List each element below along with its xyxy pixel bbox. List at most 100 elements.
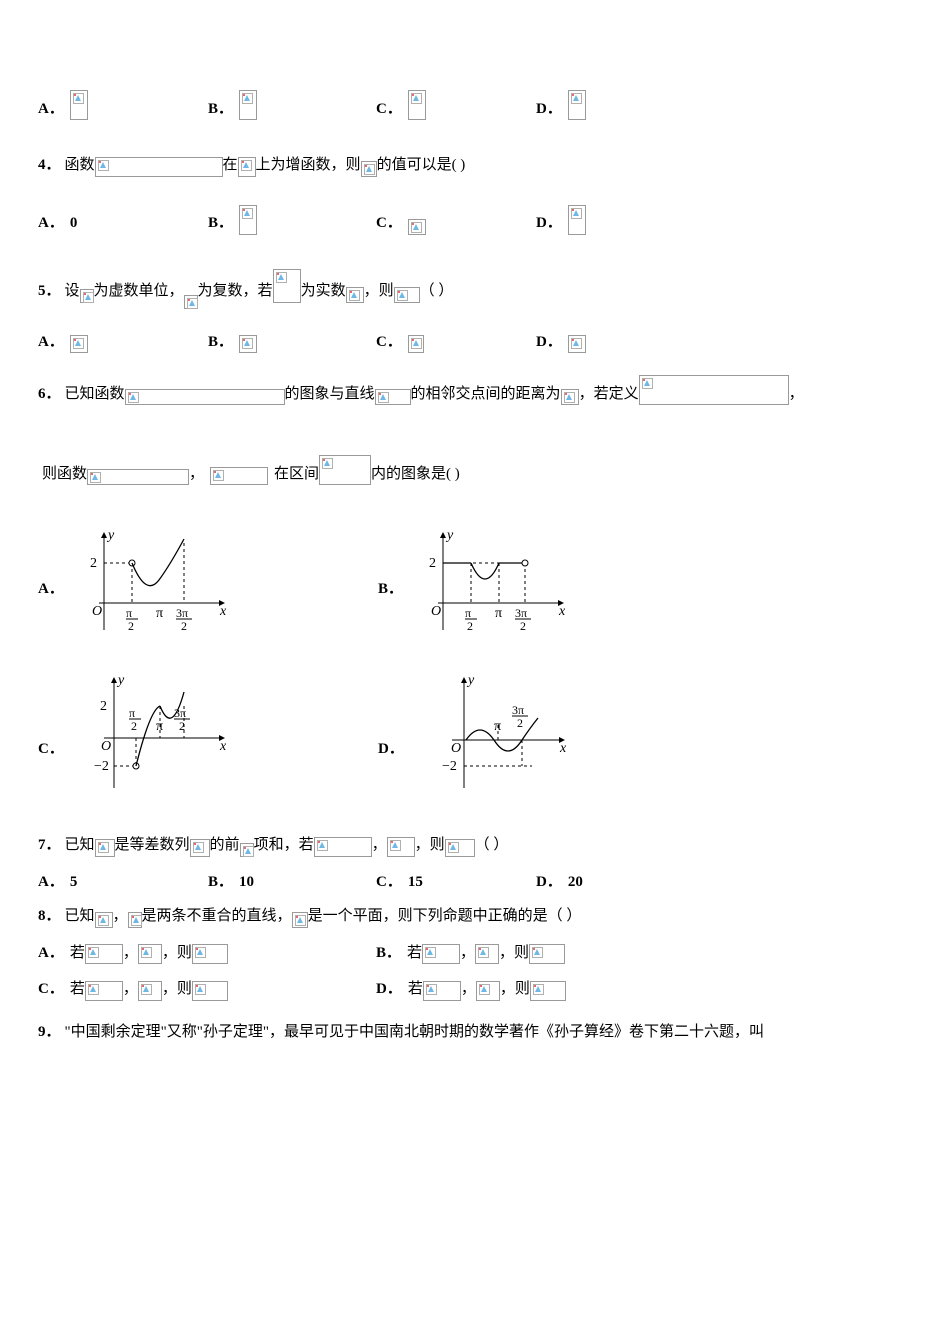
q6-number: 6． [38,383,61,406]
q5-option-D: D． [536,331,586,354]
q4-t4: 的值可以是( ) [377,154,466,177]
broken-image-icon [70,90,88,120]
q8-t2: ， [113,905,128,928]
q8-option-A: A． 若 ， ，则 [38,942,376,965]
q7-stem: 7． 已知 是等差数列 的前 项和，若 ， ，则 （ ） [38,834,912,857]
q6-stem-line1: 6． 已知函数 的图象与直线 的相邻交点间的距离为 ，若定义 ， [38,375,912,405]
q5-number: 5． [38,280,61,303]
q4-D-label: D． [536,212,562,235]
q6-t5: ， [789,383,804,406]
broken-image-icon [375,389,411,405]
q5-t4: 为实数 [301,280,346,303]
broken-image-icon [292,912,308,928]
svg-text:2: 2 [131,719,137,733]
q3-option-A: A． [38,90,208,120]
broken-image-icon [408,335,424,353]
q8-t3: 是两条不重合的直线， [142,905,292,928]
q6-t4: ，若定义 [579,383,639,406]
svg-text:−2: −2 [442,759,457,774]
q8-t1: 已知 [65,905,95,928]
q7-option-C: C． 15 [376,871,536,894]
svg-text:x: x [219,739,227,754]
q7-option-B: B． 10 [208,871,376,894]
q7-t5: ， [372,834,387,857]
q3-D-label: D． [536,98,562,121]
svg-text:2: 2 [517,716,523,730]
broken-image-icon [138,981,162,1001]
q9-text: "中国剩余定理"又称"孙子定理"，最早可见于中国南北朝时期的数学著作《孙子算经》… [65,1021,765,1044]
q6-l2-t3: 在区间 [274,463,319,486]
q8-options-row2: C． 若 ， ，则 D． 若 ， ，则 [38,978,912,1001]
broken-image-icon [70,335,88,353]
q7-number: 7． [38,834,61,857]
q5-option-C: C． [376,331,536,354]
svg-text:2: 2 [429,556,436,571]
q5-C-label: C． [376,331,402,354]
q5-stem: 5． 设 为虚数单位， 为复数，若 为实数 ，则 （ ） [38,269,912,303]
q8-C-label: C． [38,978,64,1001]
q7-B-label: B． [208,871,233,894]
q6-t3: 的相邻交点间的距离为 [411,383,561,406]
graph-C-svg: y x O 2 −2 π2 π 3π2 [74,670,234,800]
q6-B-label: B． [378,578,403,601]
q8-A-t1: 若 [70,942,85,965]
q9-number: 9． [38,1021,61,1044]
q4-C-label: C． [376,212,402,235]
q6-graph-D: D． y x O −2 π 3π2 [378,670,574,800]
broken-image-icon [361,161,377,177]
broken-image-icon [85,981,123,1001]
q7-C-label: C． [376,871,402,894]
svg-text:2: 2 [181,619,187,633]
q7-option-D: D． 20 [536,871,583,894]
q7-t7: （ ） [475,834,509,857]
broken-image-icon [95,839,115,857]
svg-text:3π: 3π [515,606,527,620]
q7-B-text: 10 [239,871,254,894]
svg-text:3π: 3π [512,703,524,717]
q8-options-row1: A． 若 ， ，则 B． 若 ， ，则 [38,942,912,965]
broken-image-icon [476,981,500,1001]
svg-text:O: O [92,604,102,619]
q6-graph-C: C． y x O 2 −2 π2 π 3π2 [38,670,378,800]
q7-D-text: 20 [568,871,583,894]
q4-t2: 在 [223,154,238,177]
svg-text:π: π [465,606,471,620]
broken-image-icon [319,455,371,485]
q5-t6: （ ） [420,280,454,303]
q5-option-A: A． [38,331,208,354]
q7-A-text: 5 [70,871,78,894]
q5-t3: 为复数，若 [198,280,273,303]
q5-t2: 为虚数单位， [94,280,184,303]
q4-number: 4． [38,154,61,177]
q8-t4: 是一个平面，则下列命题中正确的是（ ） [308,905,582,928]
broken-image-icon [240,843,254,857]
broken-image-icon [346,287,364,303]
broken-image-icon [530,981,566,1001]
svg-text:π: π [156,606,163,621]
q8-option-C: C． 若 ， ，则 [38,978,376,1001]
broken-image-icon [422,944,460,964]
q8-stem: 8． 已知 ， 是两条不重合的直线， 是一个平面，则下列命题中正确的是（ ） [38,905,912,928]
broken-image-icon [184,295,198,309]
q8-A-t2: ， [123,942,138,965]
q4-option-D: D． [536,205,586,235]
broken-image-icon [190,839,210,857]
q4-B-label: B． [208,212,233,235]
broken-image-icon [568,90,586,120]
q6-graph-B: B． y x O 2 π2 π 3π2 [378,525,573,640]
broken-image-icon [80,289,94,303]
q6-l2-t4: 内的图象是( ) [371,463,460,486]
svg-text:3π: 3π [176,606,188,620]
broken-image-icon [561,389,579,405]
q5-t1: 设 [65,280,80,303]
q8-C-t1: 若 [70,978,85,1001]
q8-D-t1: 若 [408,978,423,1001]
svg-text:−2: −2 [94,759,109,774]
q8-D-t3: ，则 [500,978,530,1001]
broken-image-icon [239,205,257,235]
q3-option-C: C． [376,90,536,120]
q6-D-label: D． [378,738,404,761]
q7-option-A: A． 5 [38,871,208,894]
q6-t2: 的图象与直线 [285,383,375,406]
q8-B-t3: ，则 [499,942,529,965]
